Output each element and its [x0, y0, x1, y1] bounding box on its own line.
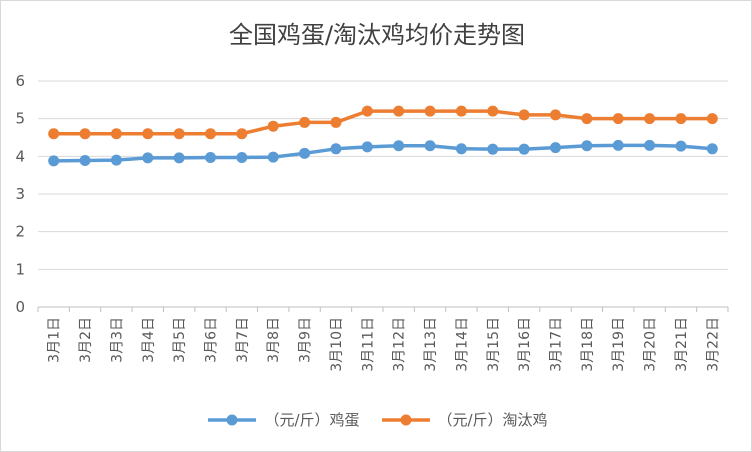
data-point [675, 113, 687, 125]
data-point [361, 105, 373, 117]
data-point [205, 151, 216, 163]
data-point [173, 128, 185, 140]
data-point [48, 155, 60, 167]
data-point [455, 105, 467, 117]
chart-title: 全国鸡蛋/淘汰鸡均价走势图 [228, 21, 526, 49]
data-point [173, 152, 185, 164]
legend-swatch [208, 414, 257, 425]
x-tick-label: 3月14日 [454, 317, 470, 372]
y-tick-label: 0 [15, 298, 25, 316]
x-tick-label: 3月3日 [109, 317, 125, 363]
data-point [487, 143, 499, 155]
data-point [706, 143, 718, 155]
legend-label: （元/斤）鸡蛋 [264, 411, 360, 429]
legend-item: （元/斤）鸡蛋 [206, 409, 360, 430]
data-point [330, 143, 342, 155]
x-tick-label: 3月5日 [172, 317, 188, 363]
legend: （元/斤）鸡蛋 （元/斤）淘汰鸡 [1, 409, 752, 430]
y-tick-label: 5 [15, 110, 25, 128]
data-point [455, 143, 467, 155]
x-tick-label: 3月20日 [643, 317, 659, 372]
data-point [550, 142, 561, 154]
gridlines [38, 80, 728, 270]
data-point [361, 141, 373, 153]
legend-swatch [381, 414, 430, 425]
data-point [518, 143, 530, 155]
data-point [581, 113, 593, 125]
x-tick-label: 3月16日 [517, 317, 533, 372]
data-point [267, 151, 279, 163]
data-point [299, 147, 311, 159]
data-point [550, 109, 561, 121]
data-point [393, 140, 405, 152]
x-tick-label: 3月21日 [674, 317, 690, 372]
data-point [236, 151, 248, 163]
data-point [518, 109, 530, 121]
data-point [424, 105, 436, 117]
x-tick-label: 3月19日 [611, 317, 627, 372]
data-point [299, 116, 311, 128]
data-point [393, 105, 405, 117]
data-point [142, 128, 154, 140]
data-point [675, 140, 687, 152]
axes [37, 306, 729, 312]
legend-label: （元/斤）淘汰鸡 [437, 411, 548, 429]
x-tick-label: 3月11日 [360, 317, 376, 372]
x-tick-labels: 3月1日 3月2日 3月3日 3月4日 3月5日 3月6日 3月7日 3月8日 3月9日 3月10… [47, 317, 722, 372]
x-tick-label: 3月18日 [580, 317, 596, 372]
x-tick-label: 3月13日 [423, 317, 439, 372]
data-point [581, 140, 593, 152]
y-tick-label: 4 [15, 147, 25, 165]
x-tick-label: 3月2日 [78, 317, 94, 363]
y-tick-labels: 0 1 2 3 4 5 6 [15, 72, 25, 316]
y-tick-label: 3 [15, 185, 25, 203]
y-tick-label: 6 [15, 72, 25, 90]
data-point [205, 128, 216, 140]
x-tick-label: 3月8日 [266, 317, 282, 363]
data-point [110, 128, 122, 140]
data-point [79, 128, 91, 140]
x-tick-label: 3月7日 [235, 317, 251, 363]
data-point [110, 154, 122, 166]
x-tick-label: 3月15日 [486, 317, 502, 372]
legend-marker [226, 414, 238, 425]
data-point [236, 128, 248, 140]
legend-marker [400, 414, 411, 425]
x-tick-label: 3月10日 [329, 317, 345, 372]
data-point [487, 105, 499, 117]
x-tick-label: 3月9日 [298, 317, 314, 363]
data-point [644, 139, 656, 151]
data-point [706, 113, 718, 125]
series [48, 105, 718, 167]
data-point [644, 113, 656, 125]
series-line-0 [51, 143, 715, 163]
data-point [142, 152, 154, 164]
data-point [48, 128, 60, 140]
x-tick-label: 3月12日 [392, 317, 408, 372]
x-tick-label: 3月17日 [549, 317, 565, 372]
x-tick-label: 3月1日 [47, 317, 63, 363]
data-point [612, 113, 624, 125]
x-tick-label: 3月4日 [141, 317, 157, 363]
y-tick-label: 2 [15, 223, 25, 241]
x-tick-label: 3月22日 [705, 317, 721, 372]
data-point [424, 140, 436, 152]
x-tick-label: 3月6日 [204, 317, 220, 363]
data-point [267, 120, 279, 132]
data-point [612, 139, 624, 151]
series-line-1 [51, 109, 715, 136]
y-tick-label: 1 [15, 260, 25, 278]
legend-item: （元/斤）淘汰鸡 [380, 409, 548, 430]
data-point [79, 154, 91, 166]
data-point [330, 116, 342, 128]
